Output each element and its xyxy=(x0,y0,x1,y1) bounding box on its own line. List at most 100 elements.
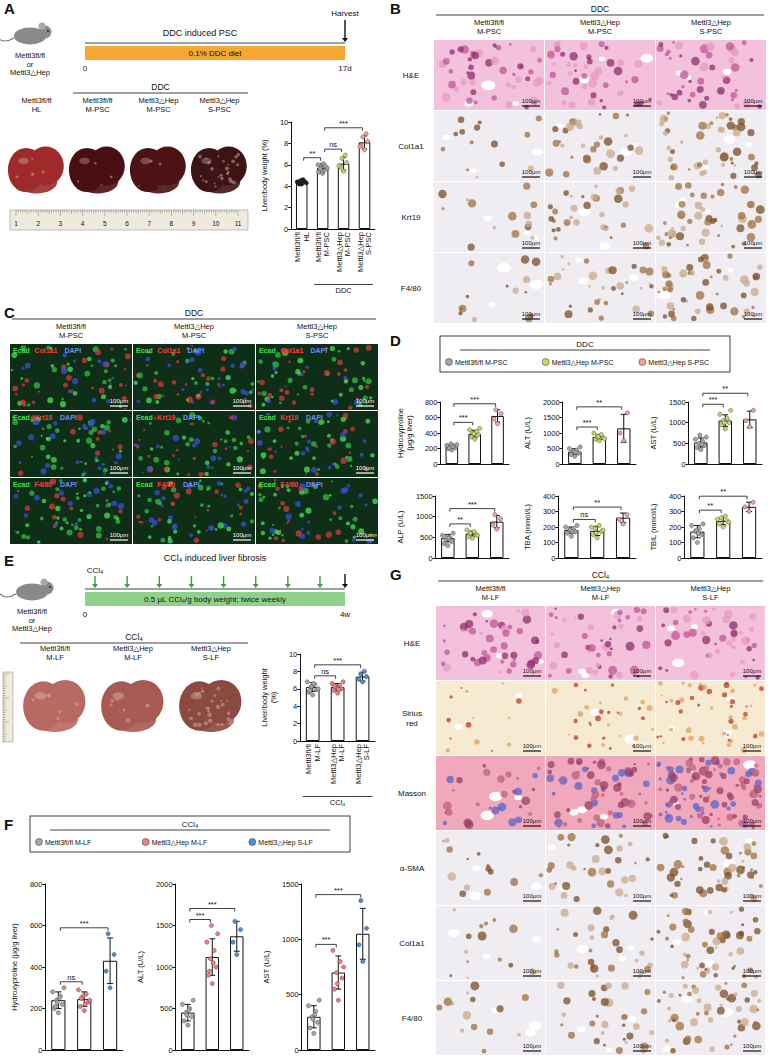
svg-text:600: 600 xyxy=(30,921,43,930)
svg-text:M-LF: M-LF xyxy=(592,593,610,602)
svg-text:E: E xyxy=(4,552,14,569)
svg-text:***: *** xyxy=(709,395,718,404)
svg-text:M-LF: M-LF xyxy=(482,593,500,602)
svg-text:1000: 1000 xyxy=(156,963,173,972)
svg-text:1500: 1500 xyxy=(669,398,686,407)
svg-text:11: 11 xyxy=(235,220,242,227)
svg-text:100μm: 100μm xyxy=(110,398,128,404)
svg-text:0.1% DDC diet: 0.1% DDC diet xyxy=(189,49,243,58)
svg-text:1000: 1000 xyxy=(282,935,299,944)
svg-text:ALP (U/L): ALP (U/L) xyxy=(396,510,405,543)
svg-text:100μm: 100μm xyxy=(356,398,374,404)
svg-text:DDC induced PSC: DDC induced PSC xyxy=(163,28,238,38)
svg-text:TBIL (mmol/L): TBIL (mmol/L) xyxy=(649,503,658,551)
svg-text:M-PSC: M-PSC xyxy=(343,231,352,256)
svg-text:100: 100 xyxy=(669,538,682,547)
svg-text:Masson: Masson xyxy=(398,789,426,798)
svg-text:DDC: DDC xyxy=(185,308,203,318)
svg-text:M-PSC: M-PSC xyxy=(146,105,171,114)
svg-text:4: 4 xyxy=(284,182,288,191)
svg-text:M-LF: M-LF xyxy=(313,744,322,762)
svg-text:100μm: 100μm xyxy=(523,818,541,824)
svg-text:100μm: 100μm xyxy=(743,968,761,974)
svg-text:Mettl3fl/fl M-LF: Mettl3fl/fl M-LF xyxy=(45,839,91,846)
svg-text:100μm: 100μm xyxy=(522,169,540,175)
svg-text:100μm: 100μm xyxy=(633,98,651,104)
svg-text:***: *** xyxy=(334,886,343,895)
svg-text:Ecad: Ecad xyxy=(259,414,276,421)
svg-text:DDC: DDC xyxy=(591,4,609,14)
svg-text:100μm: 100μm xyxy=(522,311,540,317)
svg-text:0: 0 xyxy=(681,460,685,469)
svg-text:S-LF: S-LF xyxy=(702,593,719,602)
svg-text:CCl₄ induced liver fibrosis: CCl₄ induced liver fibrosis xyxy=(164,553,267,563)
svg-text:Mettl3fl/fl M-PSC: Mettl3fl/fl M-PSC xyxy=(455,359,508,366)
svg-text:Mettl3△Hep M-LF: Mettl3△Hep M-LF xyxy=(152,839,208,847)
svg-text:100μm: 100μm xyxy=(633,1043,651,1049)
svg-text:Mettl3△Hep: Mettl3△Hep xyxy=(12,624,52,633)
svg-text:4w: 4w xyxy=(340,610,350,619)
svg-text:100μm: 100μm xyxy=(744,98,762,104)
svg-text:Ecad: Ecad xyxy=(136,414,153,421)
svg-text:S-LF: S-LF xyxy=(362,744,371,761)
svg-text:8: 8 xyxy=(170,220,174,227)
svg-text:Mettl3△Hep: Mettl3△Hep xyxy=(10,68,50,77)
svg-text:CCl₄: CCl₄ xyxy=(182,820,199,829)
svg-text:**: ** xyxy=(707,501,713,510)
svg-text:800: 800 xyxy=(30,880,43,889)
svg-text:**: ** xyxy=(596,398,602,407)
svg-text:100μm: 100μm xyxy=(110,532,128,538)
svg-text:Mettl3△Hep S-PSC: Mettl3△Hep S-PSC xyxy=(648,359,709,367)
svg-text:500: 500 xyxy=(673,439,686,448)
svg-text:ns: ns xyxy=(67,973,75,982)
svg-text:100μm: 100μm xyxy=(633,668,651,674)
svg-text:100μm: 100μm xyxy=(110,465,128,471)
svg-text:Ecad: Ecad xyxy=(136,481,153,488)
svg-text:M-PSC: M-PSC xyxy=(477,27,502,36)
svg-text:1: 1 xyxy=(14,220,18,227)
svg-text:200: 200 xyxy=(542,523,555,532)
svg-text:200: 200 xyxy=(425,444,438,453)
svg-text:100μm: 100μm xyxy=(523,743,541,749)
svg-text:***: *** xyxy=(339,119,348,128)
svg-text:S-PSC: S-PSC xyxy=(306,331,330,340)
svg-text:100μm: 100μm xyxy=(522,240,540,246)
svg-text:ns: ns xyxy=(321,667,329,676)
svg-text:100μm: 100μm xyxy=(633,240,651,246)
svg-text:(%): (%) xyxy=(269,691,278,703)
svg-text:0: 0 xyxy=(83,64,88,73)
svg-text:Col1a1: Col1a1 xyxy=(34,347,57,354)
svg-text:HL: HL xyxy=(32,105,42,114)
svg-text:100μm: 100μm xyxy=(356,465,374,471)
svg-text:100μm: 100μm xyxy=(744,311,762,317)
svg-text:M-PSC: M-PSC xyxy=(59,331,84,340)
svg-text:100μm: 100μm xyxy=(743,668,761,674)
svg-text:DAPI: DAPI xyxy=(183,414,200,421)
svg-text:DAPI: DAPI xyxy=(60,481,77,488)
svg-text:3: 3 xyxy=(59,220,63,227)
svg-text:5: 5 xyxy=(103,220,107,227)
svg-text:G: G xyxy=(390,566,402,583)
svg-text:F: F xyxy=(4,816,13,833)
svg-text:ns: ns xyxy=(329,140,337,149)
svg-text:800: 800 xyxy=(425,398,438,407)
svg-text:100μm: 100μm xyxy=(743,1043,761,1049)
svg-text:***: *** xyxy=(208,900,217,909)
svg-text:F4/80: F4/80 xyxy=(402,1014,423,1023)
svg-text:2000: 2000 xyxy=(542,398,559,407)
svg-text:1000: 1000 xyxy=(669,418,686,427)
svg-text:Col1a1: Col1a1 xyxy=(157,347,180,354)
svg-text:500: 500 xyxy=(286,990,299,999)
svg-text:AST (U/L): AST (U/L) xyxy=(262,950,271,984)
svg-text:***: *** xyxy=(333,656,342,665)
svg-text:***: *** xyxy=(80,919,89,928)
svg-text:F4/80: F4/80 xyxy=(401,284,422,293)
svg-text:1500: 1500 xyxy=(156,921,173,930)
svg-text:CCl₄: CCl₄ xyxy=(125,632,143,642)
svg-text:ns: ns xyxy=(580,510,588,519)
svg-text:***: *** xyxy=(470,395,479,404)
svg-text:DAPI: DAPI xyxy=(183,481,200,488)
svg-text:Col1a1: Col1a1 xyxy=(399,939,425,948)
svg-text:Krt19: Krt19 xyxy=(34,414,52,421)
svg-text:C: C xyxy=(4,304,15,321)
